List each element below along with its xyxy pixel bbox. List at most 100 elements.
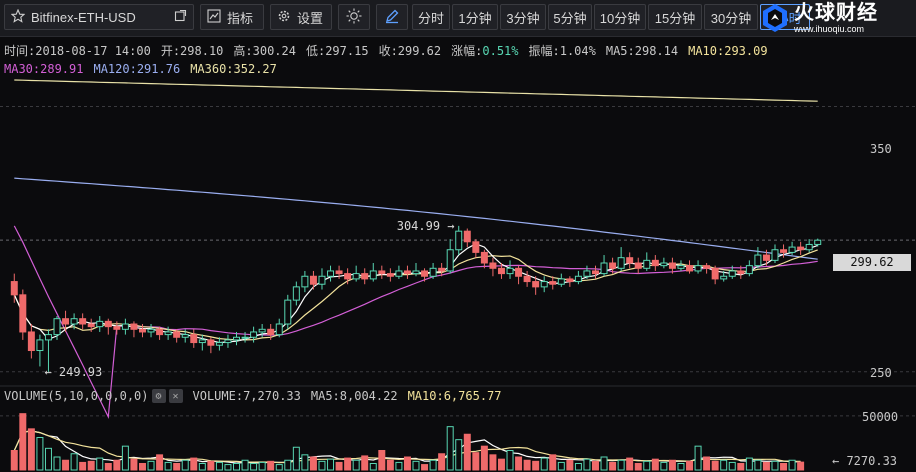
volume-ma10: MA10:6,765.77 [407,389,502,403]
volume-bar-10 [96,457,104,471]
axis-label-350: 350 [870,142,892,156]
symbol-label: Bitfinex-ETH-USD [31,9,136,25]
timeframe-tab-5[interactable]: 15分钟 [648,4,702,30]
low-marker-label: ← 249.93 [44,365,102,379]
candle-body-20 [181,334,189,338]
candle-body-2 [27,331,35,352]
candle-body-28 [250,331,258,338]
info-change: 涨幅:0.51% [451,44,518,58]
volume-bar-92 [797,461,805,471]
volume-bar-3 [36,437,44,471]
volume-bar-54 [472,452,480,471]
info-time: 时间:2018-08-17 14:00 [4,44,151,58]
info-open: 开:298.10 [160,44,224,58]
volume-bar-20 [181,459,189,471]
volume-bar-9 [87,460,95,471]
volume-bar-49 [429,459,437,471]
volume-bar-4 [44,447,52,471]
timeframe-tab-1[interactable]: 1分钟 [452,4,498,30]
volume-bar-24 [215,461,223,471]
candle-body-22 [198,339,206,344]
volume-bar-82 [711,460,719,471]
volume-bar-45 [395,461,403,471]
timeframe-tab-0[interactable]: 分时 [412,4,450,30]
draw-tool-button[interactable] [376,4,408,30]
candle-body-93 [805,243,813,251]
candle-body-90 [780,249,788,253]
candle-body-50 [438,267,446,272]
candle-body-18 [164,331,172,336]
timeframe-tab-3[interactable]: 5分钟 [548,4,592,30]
logo: 火球财经 www.ihuoqiu.com [760,2,912,34]
indicators-button[interactable]: 指标 [200,4,264,30]
external-window-icon[interactable] [174,9,187,25]
star-icon[interactable] [10,8,26,26]
info-ma10: MA10:293.09 [688,44,768,58]
volume-bar-51 [446,426,454,471]
candle-body-29 [258,328,266,333]
volume-bar-27 [241,459,249,471]
ma120-line [14,177,818,260]
settings-button[interactable]: 设置 [270,4,332,30]
volume-bar-89 [771,460,779,471]
volume-bar-5 [53,456,61,471]
volume-bar-22 [198,463,206,471]
volume-bar-44 [386,459,394,471]
volume-bar-26 [233,463,240,471]
volume-bar-84 [728,461,736,471]
candle-body-45 [395,270,403,277]
candle-body-47 [412,270,420,275]
volume-bar-87 [754,459,762,471]
candle-body-81 [703,265,711,269]
volume-bar-47 [412,460,420,471]
candle-body-31 [275,323,283,336]
candle-body-23 [207,339,215,346]
volume-indicator-label: VOLUME(5,10,0,0,0,0) [4,389,149,403]
volume-close-icon[interactable]: ✕ [168,389,183,403]
candle-body-80 [694,265,702,272]
candle-body-15 [138,328,146,333]
candle-body-33 [292,286,300,301]
candle-body-70 [609,262,617,269]
candle-body-67 [583,270,591,277]
info-ma360: MA360:352.27 [190,62,277,76]
volume-bar-16 [147,460,155,471]
timeframe-tab-4[interactable]: 10分钟 [594,4,646,30]
candle-body-56 [489,262,497,269]
candle-body-8 [79,318,87,325]
timeframe-tab-6[interactable]: 30分钟 [704,4,758,30]
candle-body-74 [643,259,651,269]
candle-body-53 [463,230,471,243]
volume-bar-43 [378,450,386,471]
candle-body-37 [327,270,335,277]
volume-bar-36 [318,460,326,471]
candle-body-63 [549,281,557,285]
candle-body-30 [267,328,275,336]
theme-toggle-button[interactable] [338,4,370,30]
volume-bar-85 [737,463,745,471]
volume-bar-88 [762,461,770,471]
candle-body-72 [626,257,634,264]
candle-body-59 [515,267,523,277]
volume-settings-icon[interactable]: ⚙ [151,389,166,403]
volume-bar-86 [745,457,753,471]
volume-bar-55 [480,445,488,471]
timeframe-tab-2[interactable]: 3分钟 [500,4,546,30]
candle-body-76 [660,262,668,267]
volume-bar-50 [438,453,446,471]
candle-body-41 [361,273,369,280]
volume-bar-70 [609,461,617,471]
candle-body-42 [369,270,377,280]
volume-bar-11 [104,463,112,471]
volume-bar-53 [463,433,471,471]
candle-body-77 [668,262,676,269]
volume-bar-76 [660,461,668,471]
candle-body-82 [711,267,719,280]
candle-body-79 [686,265,694,272]
volume-info-row: VOLUME(5,10,0,0,0,0) ⚙ ✕ VOLUME:7,270.33… [4,389,502,403]
volume-bar-80 [694,445,702,471]
volume-bar-73 [634,463,642,471]
candle-body-0 [10,281,18,296]
symbol-selector[interactable]: Bitfinex-ETH-USD [4,4,194,30]
